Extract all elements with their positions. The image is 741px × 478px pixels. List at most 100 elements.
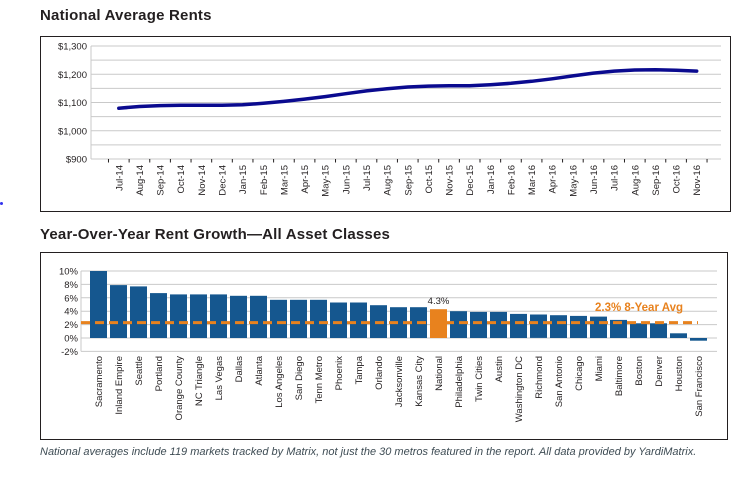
bar-tenn-metro (310, 299, 327, 338)
x-tick-label: Washington DC (514, 356, 525, 422)
bar-orange-county (170, 294, 187, 338)
x-tick-label: San Diego (294, 356, 305, 400)
x-tick-label: Feb-15 (259, 165, 270, 195)
x-tick-label: Jacksonville (394, 356, 405, 407)
bar-philadelphia (450, 311, 467, 338)
x-tick-label: Jun-16 (589, 165, 600, 194)
x-tick-label: Miami (594, 356, 605, 381)
bar-dallas (230, 295, 247, 338)
bar-chicago (570, 315, 587, 338)
rent-growth-title: Year-Over-Year Rent Growth—All Asset Cla… (40, 226, 391, 243)
x-tick-label: Tampa (354, 355, 365, 384)
x-tick-label: Richmond (534, 356, 545, 399)
x-tick-label: Mar-15 (279, 165, 290, 195)
y-tick-label: 8% (64, 280, 78, 291)
bar-austin (490, 311, 507, 338)
x-tick-label: Austin (494, 356, 505, 382)
footnote: National averages include 119 markets tr… (40, 446, 697, 458)
bar-washington-dc (510, 313, 527, 338)
x-tick-label: Denver (654, 356, 665, 387)
x-tick-label: Dallas (234, 356, 245, 383)
x-tick-label: Aug-16 (630, 165, 641, 196)
bar-nc-triangle (190, 294, 207, 338)
y-tick-label: -2% (61, 347, 78, 358)
bar-atlanta (250, 295, 267, 338)
bar-portland (150, 293, 167, 338)
national-average-rents-chart: $1,300 $1,200 $1,100 $1,000 $900 Jul-14 Aug-14… (40, 36, 731, 212)
y-tick-label: 10% (59, 267, 79, 278)
bar-san-antonio (550, 315, 567, 338)
bar-sacramento (90, 271, 107, 338)
bar-chart-svg: 10% 8% 6% 4% 2% 0% -2% Sacramento Inland Empire S… (59, 267, 717, 422)
x-tick-label: Jan-16 (486, 165, 497, 194)
x-tick-label: Sep-16 (651, 165, 662, 196)
x-tick-label: Sep-14 (156, 165, 167, 196)
bar-tampa (350, 302, 367, 338)
bar-phoenix (330, 302, 347, 338)
rent-growth-chart: 10% 8% 6% 4% 2% 0% -2% Sacramento Inland Empire S… (40, 252, 728, 440)
x-tick-label: Feb-16 (506, 165, 517, 195)
bar-jacksonville (390, 307, 407, 338)
x-tick-label: Chicago (574, 356, 585, 391)
x-tick-label: May-15 (321, 165, 332, 197)
x-tick-label: Portland (154, 356, 165, 391)
bar-inland-empire (110, 285, 127, 338)
x-tick-label: Kansas City (414, 356, 425, 407)
y-tick-label: 2% (64, 320, 78, 331)
x-tick-label: San Antonio (554, 356, 565, 407)
y-tick-label: $1,300 (58, 42, 87, 53)
x-tick-label: Dec-15 (465, 165, 476, 196)
x-tick-label: Seattle (134, 356, 145, 386)
x-tick-label: Apr-15 (300, 165, 311, 194)
x-tick-label: Aug-15 (383, 165, 394, 196)
bar-twin-cities (470, 311, 487, 338)
bar-los-angeles (270, 299, 287, 338)
x-tick-label: May-16 (568, 165, 579, 197)
x-tick-label: Oct-14 (176, 165, 187, 194)
x-tick-label: Boston (634, 356, 645, 386)
x-tick-label: Baltimore (614, 356, 625, 396)
blue-dot-artifact (0, 202, 3, 205)
bar-richmond (530, 314, 547, 338)
national-value-label: 4.3% (428, 296, 450, 307)
x-tick-label: San Francisco (694, 356, 705, 417)
x-tick-label: Oct-15 (424, 165, 435, 194)
x-tick-label: Las Vegas (214, 356, 225, 401)
bar-houston (670, 333, 687, 338)
x-tick-label: Jan-15 (238, 165, 249, 194)
x-tick-label: Jul-15 (362, 165, 373, 191)
x-tick-label: Phoenix (334, 356, 345, 391)
bar-las-vegas (210, 294, 227, 338)
bar-san-diego (290, 299, 307, 338)
x-tick-label: Orange County (174, 356, 185, 421)
bar-baltimore (610, 319, 627, 338)
bar-seattle (130, 286, 147, 338)
rent-trend-line (117, 67, 699, 110)
x-tick-label: Apr-16 (548, 165, 559, 194)
y-tick-label: 6% (64, 293, 78, 304)
y-tick-label: $900 (66, 155, 87, 166)
y-tick-label: 4% (64, 307, 78, 318)
eight-year-avg-label: 2.3% 8-Year Avg (595, 302, 683, 314)
x-tick-label: Jul-14 (114, 165, 125, 191)
x-tick-label: Tenn Metro (314, 356, 325, 404)
national-average-rents-title: National Average Rents (40, 7, 212, 24)
bar-denver (650, 323, 667, 338)
x-tick-label: Jul-16 (610, 165, 621, 191)
line-chart-svg: $1,300 $1,200 $1,100 $1,000 $900 Jul-14 Aug-14… (58, 42, 721, 197)
x-tick-label: Dec-14 (218, 165, 229, 196)
x-tick-label: Orlando (374, 356, 385, 390)
y-tick-label: $1,100 (58, 98, 87, 109)
x-tick-label: National (434, 356, 445, 391)
x-tick-label: Philadelphia (454, 355, 465, 407)
bar-boston (630, 323, 647, 338)
x-tick-label: Sep-15 (403, 165, 414, 196)
x-tick-label: Nov-14 (197, 165, 208, 196)
x-tick-label: NC Triangle (194, 356, 205, 406)
x-tick-label: Sacramento (94, 356, 105, 407)
y-tick-label: 0% (64, 334, 78, 345)
y-tick-label: $1,000 (58, 126, 87, 137)
x-tick-label: Nov-16 (692, 165, 703, 196)
x-tick-label: Twin Cities (474, 356, 485, 402)
